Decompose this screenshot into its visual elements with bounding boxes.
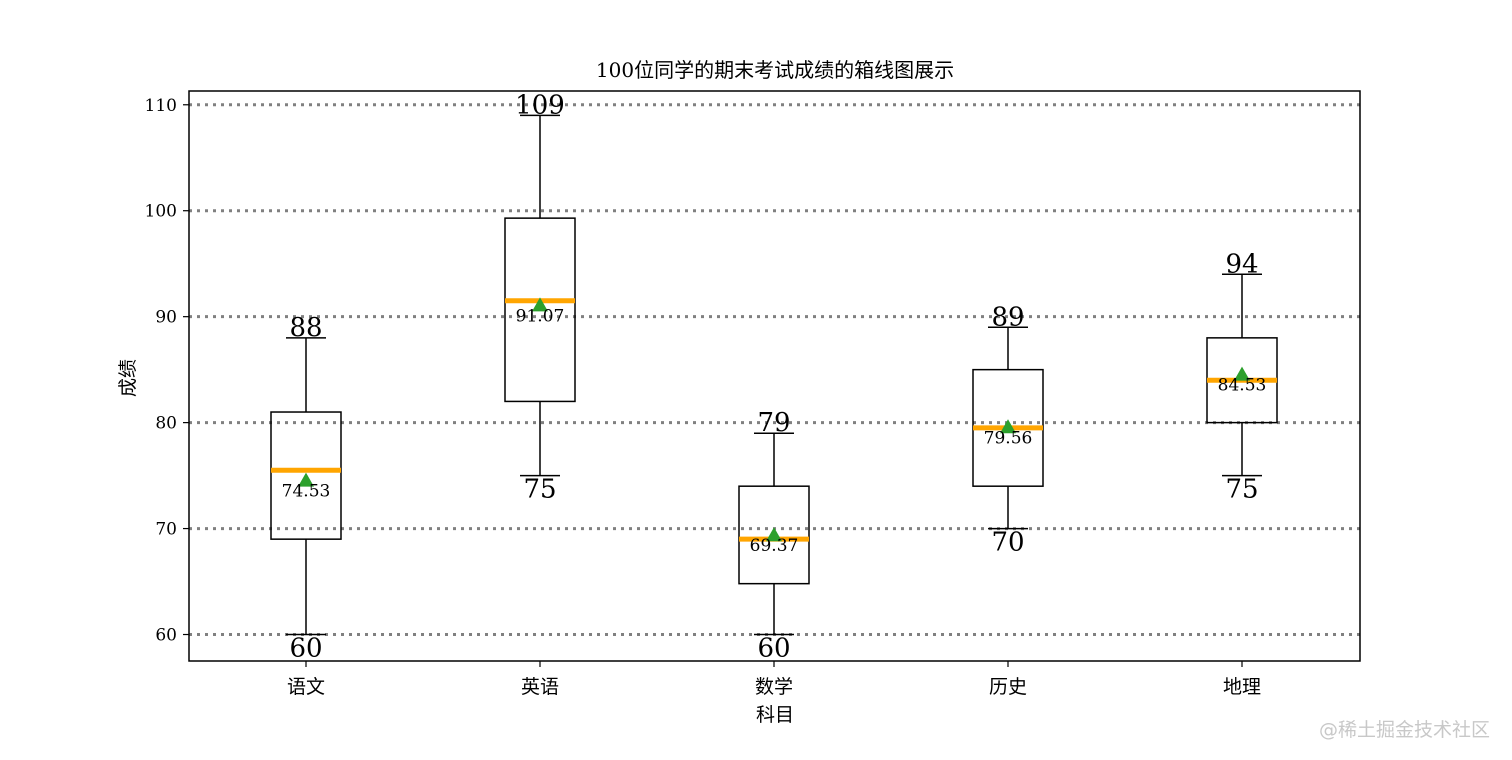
x-tick-label: 历史 — [989, 676, 1027, 698]
chart-title: 100位同学的期末考试成绩的箱线图展示 — [596, 58, 954, 82]
y-tick-label: 60 — [155, 626, 177, 646]
upper-whisker-label: 94 — [1225, 249, 1258, 279]
mean-label: 84.53 — [1218, 376, 1267, 396]
axes-layer: 60 70 80 90 100 110 语文 英语 数学 历史 地理 — [145, 90, 1361, 698]
box-5 — [1206, 273, 1278, 477]
box-rect — [270, 411, 342, 540]
box-rect — [504, 217, 576, 403]
box-3 — [738, 432, 810, 636]
x-tick-label: 地理 — [1223, 676, 1261, 698]
y-tick-label: 70 — [155, 520, 177, 540]
watermark-text: @稀土掘金技术社区 — [1318, 719, 1490, 741]
box-rect — [738, 485, 810, 585]
box-layer — [270, 114, 1278, 636]
lower-whisker-label: 60 — [757, 634, 790, 664]
label-layer: 74.53 88 60 91.07 109 75 69.37 79 60 79.56 89 70 84.… — [282, 90, 1267, 663]
upper-whisker-label: 79 — [757, 408, 790, 438]
x-tick-label: 英语 — [521, 676, 559, 698]
mean-marker — [766, 527, 782, 542]
lower-whisker-label: 75 — [523, 475, 556, 505]
upper-whisker-label: 109 — [515, 90, 565, 120]
mean-marker — [1234, 366, 1250, 381]
box-4 — [972, 326, 1044, 530]
x-tick-label: 语文 — [287, 676, 325, 698]
mean-marker — [532, 297, 548, 312]
mean-marker — [298, 472, 314, 487]
mean-label: 69.37 — [750, 536, 799, 556]
x-axis-label: 科目 — [756, 704, 794, 726]
box-2 — [504, 114, 576, 477]
upper-whisker-label: 89 — [991, 302, 1024, 332]
mean-label: 74.53 — [282, 482, 331, 502]
y-tick-label: 90 — [155, 308, 177, 328]
x-tick-label: 数学 — [755, 676, 793, 698]
mean-label: 91.07 — [516, 306, 565, 326]
y-tick-label: 80 — [155, 414, 177, 434]
y-tick-label: 110 — [145, 96, 177, 116]
lower-whisker-label: 75 — [1225, 475, 1258, 505]
lower-whisker-label: 60 — [289, 634, 322, 664]
upper-whisker-label: 88 — [289, 313, 322, 343]
mean-label: 79.56 — [984, 428, 1033, 448]
mean-marker — [1000, 419, 1016, 434]
lower-whisker-label: 70 — [991, 528, 1024, 558]
y-axis-label: 成绩 — [117, 359, 139, 397]
box-1 — [270, 337, 342, 636]
y-tick-label: 100 — [145, 202, 177, 222]
plot-frame — [188, 90, 1361, 662]
